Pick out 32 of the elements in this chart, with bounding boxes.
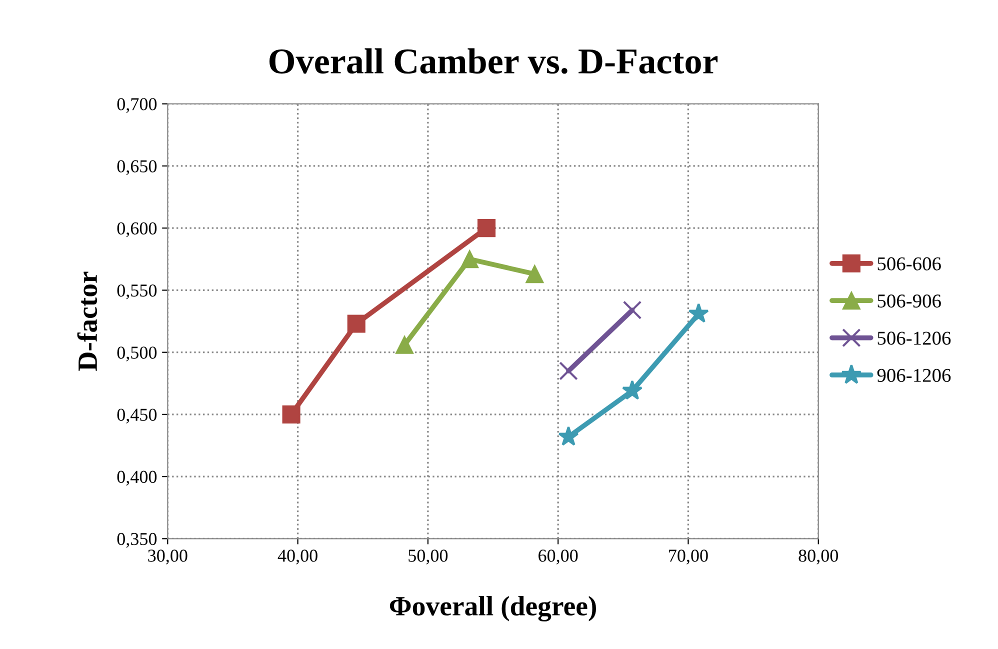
y-tick-label: 0,450 — [117, 408, 157, 424]
x-tick-label: 50,00 — [408, 550, 448, 564]
point — [395, 336, 414, 354]
point — [347, 314, 366, 333]
y-tick-label: 0,350 — [117, 532, 157, 548]
y-tick-label: 0,600 — [117, 222, 157, 238]
legend-label: 506-906 — [878, 294, 941, 308]
y-tick-label: 0,700 — [117, 98, 157, 113]
x-tick-label: 40,00 — [278, 550, 318, 564]
x-tick-label: 30,00 — [148, 550, 188, 564]
chart-title: Overall Camber vs. D-Factor — [269, 48, 718, 74]
y-tick-label: 0,650 — [117, 160, 157, 175]
y-tick-label: 0,400 — [117, 470, 157, 486]
legend-label: 506-606 — [878, 257, 941, 270]
point — [622, 380, 643, 400]
point — [688, 303, 709, 323]
y-tick-label: 0,500 — [117, 346, 157, 362]
point — [477, 219, 496, 238]
x-tick-label: 70,00 — [669, 550, 708, 564]
x-tick-label: 60,00 — [538, 550, 578, 564]
y-tick-label: 0,550 — [117, 284, 157, 300]
point — [526, 265, 544, 284]
point — [282, 405, 300, 424]
legend-label: 906-1206 — [877, 368, 951, 382]
point — [559, 362, 578, 380]
point — [622, 300, 642, 320]
x-tick-label: 80,00 — [798, 550, 838, 564]
point — [460, 250, 479, 268]
point — [558, 426, 579, 446]
y-axis-title: D-factor — [77, 272, 98, 371]
x-axis-title: Φoverall (degree) — [390, 596, 596, 622]
legend-label: 506-1206 — [878, 332, 951, 345]
